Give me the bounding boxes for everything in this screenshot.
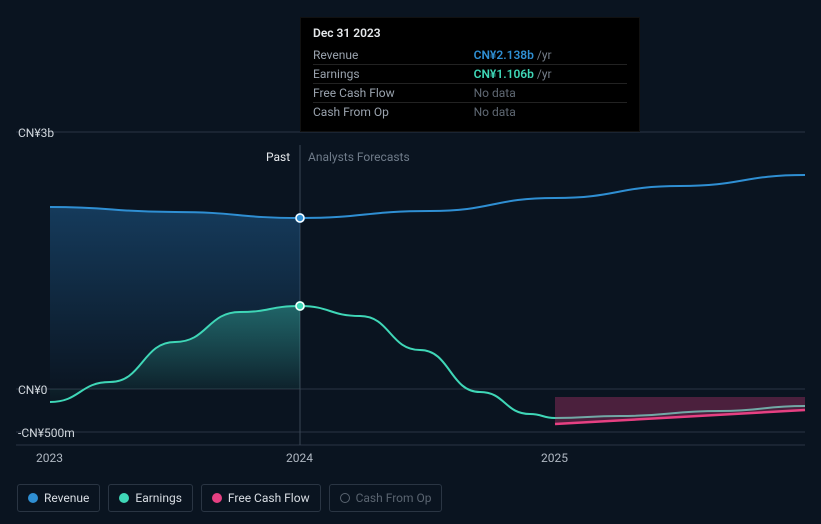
legend-dot-icon xyxy=(28,493,38,503)
tooltip-row-earnings: Earnings CN¥1.106b /yr xyxy=(313,65,627,84)
tooltip-row-value: No data xyxy=(474,103,627,122)
tooltip-table: Revenue CN¥2.138b /yr Earnings CN¥1.106b… xyxy=(313,46,627,121)
tooltip-row-label: Free Cash Flow xyxy=(313,84,474,103)
tooltip-row-label: Earnings xyxy=(313,65,474,84)
y-tick-label-1: CN¥0 xyxy=(18,383,47,397)
legend-item-free-cash-flow[interactable]: Free Cash Flow xyxy=(201,484,321,512)
legend-item-label: Free Cash Flow xyxy=(228,491,310,505)
legend: Revenue Earnings Free Cash Flow Cash Fro… xyxy=(17,484,442,512)
legend-item-label: Revenue xyxy=(44,491,89,505)
tooltip-row-label: Revenue xyxy=(313,46,474,65)
legend-item-cash-from-op[interactable]: Cash From Op xyxy=(329,484,443,512)
legend-item-label: Cash From Op xyxy=(356,491,432,505)
legend-item-earnings[interactable]: Earnings xyxy=(108,484,193,512)
x-tick-label-0: 2023 xyxy=(36,451,63,465)
forecast-label: Analysts Forecasts xyxy=(308,150,410,164)
y-tick-label-2: -CN¥500m xyxy=(18,426,75,440)
tooltip-row-cfo: Cash From Op No data xyxy=(313,103,627,122)
tooltip-row-value: CN¥2.138b /yr xyxy=(474,46,627,65)
legend-item-revenue[interactable]: Revenue xyxy=(17,484,100,512)
tooltip-row-value: CN¥1.106b /yr xyxy=(474,65,627,84)
hover-tooltip: Dec 31 2023 Revenue CN¥2.138b /yr Earnin… xyxy=(300,17,640,132)
legend-ring-icon xyxy=(340,493,350,503)
legend-dot-icon xyxy=(212,493,222,503)
tooltip-row-value: No data xyxy=(474,84,627,103)
y-tick-label-0: CN¥3b xyxy=(18,126,54,140)
legend-dot-icon xyxy=(119,493,129,503)
legend-item-label: Earnings xyxy=(135,491,182,505)
x-tick-label-2: 2025 xyxy=(541,451,568,465)
past-label: Past xyxy=(266,150,290,164)
tooltip-row-fcf: Free Cash Flow No data xyxy=(313,84,627,103)
tooltip-date: Dec 31 2023 xyxy=(313,26,627,40)
x-tick-label-1: 2024 xyxy=(286,451,313,465)
tooltip-row-revenue: Revenue CN¥2.138b /yr xyxy=(313,46,627,65)
tooltip-row-label: Cash From Op xyxy=(313,103,474,122)
